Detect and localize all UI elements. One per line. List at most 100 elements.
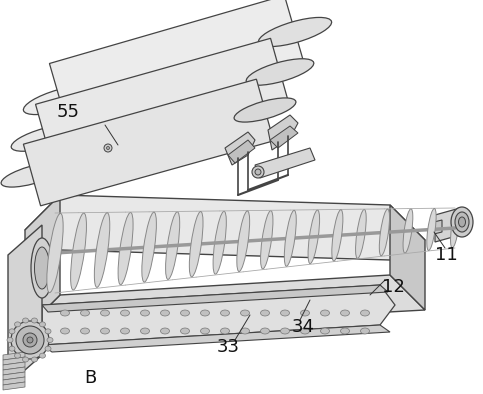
Ellipse shape	[34, 247, 49, 289]
Polygon shape	[25, 195, 60, 330]
Ellipse shape	[321, 328, 329, 334]
Ellipse shape	[11, 125, 79, 151]
Ellipse shape	[181, 310, 189, 316]
Ellipse shape	[7, 338, 13, 342]
Ellipse shape	[160, 310, 170, 316]
Ellipse shape	[100, 328, 110, 334]
Polygon shape	[430, 220, 442, 235]
Polygon shape	[3, 352, 25, 360]
Ellipse shape	[141, 328, 150, 334]
Ellipse shape	[360, 328, 369, 334]
Ellipse shape	[40, 353, 45, 358]
Text: 55: 55	[57, 103, 80, 121]
Ellipse shape	[16, 326, 44, 354]
Polygon shape	[435, 208, 468, 242]
Polygon shape	[255, 148, 315, 178]
Ellipse shape	[260, 328, 270, 334]
Ellipse shape	[47, 214, 63, 293]
Ellipse shape	[141, 310, 150, 316]
Polygon shape	[49, 0, 306, 136]
Ellipse shape	[455, 212, 469, 232]
Ellipse shape	[403, 209, 413, 253]
Text: 11: 11	[435, 246, 457, 264]
Ellipse shape	[45, 329, 51, 334]
Ellipse shape	[200, 328, 210, 334]
Polygon shape	[270, 126, 298, 148]
Ellipse shape	[23, 85, 97, 115]
Ellipse shape	[166, 212, 180, 279]
Ellipse shape	[341, 310, 350, 316]
Polygon shape	[23, 79, 273, 206]
Polygon shape	[390, 205, 425, 310]
Ellipse shape	[281, 328, 289, 334]
Ellipse shape	[60, 328, 70, 334]
Ellipse shape	[118, 212, 133, 285]
Ellipse shape	[23, 357, 28, 362]
Ellipse shape	[31, 357, 38, 362]
Polygon shape	[25, 195, 425, 260]
Ellipse shape	[321, 310, 329, 316]
Ellipse shape	[252, 166, 264, 178]
Ellipse shape	[106, 147, 110, 149]
Polygon shape	[3, 372, 25, 380]
Polygon shape	[228, 140, 255, 163]
Ellipse shape	[47, 338, 53, 342]
Ellipse shape	[300, 328, 310, 334]
Ellipse shape	[379, 209, 389, 256]
Ellipse shape	[27, 337, 33, 343]
Ellipse shape	[120, 310, 129, 316]
Polygon shape	[3, 362, 25, 370]
Ellipse shape	[23, 333, 37, 347]
Ellipse shape	[9, 346, 15, 351]
Ellipse shape	[281, 310, 289, 316]
Polygon shape	[42, 285, 395, 345]
Ellipse shape	[60, 310, 70, 316]
Ellipse shape	[332, 210, 343, 261]
Ellipse shape	[451, 207, 473, 237]
Ellipse shape	[31, 238, 53, 298]
Ellipse shape	[120, 328, 129, 334]
Ellipse shape	[9, 329, 15, 334]
Ellipse shape	[45, 346, 51, 351]
Polygon shape	[8, 225, 42, 385]
Ellipse shape	[221, 328, 229, 334]
Ellipse shape	[11, 321, 49, 359]
Polygon shape	[42, 325, 390, 352]
Ellipse shape	[81, 328, 89, 334]
Ellipse shape	[427, 208, 436, 251]
Ellipse shape	[142, 212, 156, 282]
Ellipse shape	[14, 353, 21, 358]
Ellipse shape	[360, 310, 369, 316]
Ellipse shape	[40, 322, 45, 327]
Ellipse shape	[300, 310, 310, 316]
Ellipse shape	[31, 318, 38, 323]
Ellipse shape	[181, 328, 189, 334]
Ellipse shape	[1, 163, 63, 187]
Ellipse shape	[355, 209, 366, 258]
Polygon shape	[25, 275, 425, 330]
Ellipse shape	[14, 322, 21, 327]
Ellipse shape	[458, 217, 466, 227]
Ellipse shape	[341, 328, 350, 334]
Ellipse shape	[234, 98, 296, 122]
Text: 12: 12	[382, 278, 404, 296]
Ellipse shape	[213, 211, 227, 274]
Ellipse shape	[189, 212, 203, 277]
Ellipse shape	[246, 59, 314, 85]
Ellipse shape	[100, 310, 110, 316]
Ellipse shape	[71, 213, 86, 290]
Ellipse shape	[241, 310, 250, 316]
Text: B: B	[84, 369, 96, 387]
Polygon shape	[36, 38, 289, 172]
Ellipse shape	[94, 213, 110, 287]
Polygon shape	[268, 115, 298, 150]
Ellipse shape	[261, 211, 273, 269]
Polygon shape	[3, 357, 25, 365]
Polygon shape	[3, 367, 25, 375]
Ellipse shape	[221, 310, 229, 316]
Ellipse shape	[258, 17, 332, 46]
Polygon shape	[225, 132, 255, 165]
Ellipse shape	[200, 310, 210, 316]
Text: 33: 33	[216, 338, 240, 356]
Ellipse shape	[23, 318, 28, 323]
